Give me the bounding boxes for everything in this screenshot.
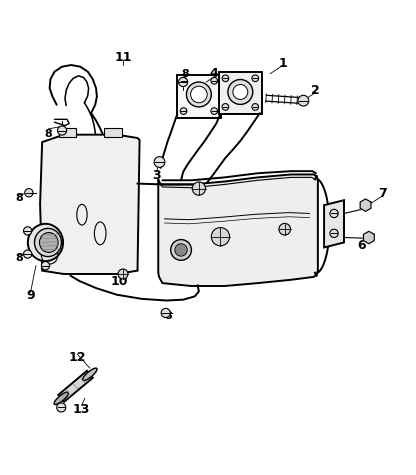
Text: 5: 5 [324, 208, 333, 221]
FancyBboxPatch shape [59, 128, 76, 137]
Polygon shape [58, 371, 93, 402]
Text: 8: 8 [15, 193, 23, 203]
Polygon shape [158, 174, 318, 286]
Text: 10: 10 [110, 275, 128, 287]
Circle shape [186, 82, 211, 107]
Circle shape [171, 239, 191, 260]
Polygon shape [360, 199, 371, 211]
FancyBboxPatch shape [219, 72, 262, 114]
Circle shape [23, 250, 32, 258]
Text: 8: 8 [165, 311, 173, 321]
Circle shape [180, 108, 187, 114]
Ellipse shape [54, 392, 69, 405]
Circle shape [279, 223, 290, 235]
Circle shape [57, 126, 67, 135]
Text: 2: 2 [312, 84, 320, 97]
Circle shape [23, 227, 32, 235]
Circle shape [252, 75, 259, 82]
Text: 8: 8 [45, 129, 52, 139]
Circle shape [192, 182, 206, 195]
Ellipse shape [28, 224, 63, 261]
Text: 4: 4 [210, 67, 218, 80]
Ellipse shape [83, 368, 97, 380]
Circle shape [330, 209, 338, 218]
Text: 9: 9 [26, 289, 35, 302]
Text: 11: 11 [114, 51, 132, 64]
Polygon shape [364, 231, 374, 244]
Text: 8: 8 [181, 69, 189, 79]
Text: 6: 6 [357, 239, 366, 252]
Circle shape [154, 157, 165, 167]
Circle shape [180, 77, 187, 84]
Circle shape [211, 228, 230, 246]
Circle shape [118, 269, 128, 279]
Circle shape [222, 75, 229, 82]
Circle shape [57, 403, 66, 412]
Ellipse shape [40, 233, 58, 252]
Circle shape [175, 244, 187, 256]
Circle shape [233, 85, 248, 99]
Text: 13: 13 [73, 403, 90, 416]
Circle shape [178, 77, 188, 86]
Circle shape [330, 229, 338, 238]
Circle shape [211, 108, 218, 114]
Circle shape [41, 262, 50, 270]
Ellipse shape [35, 228, 62, 256]
Circle shape [252, 104, 259, 110]
Circle shape [222, 104, 229, 110]
FancyBboxPatch shape [177, 75, 221, 118]
Polygon shape [324, 200, 344, 247]
Polygon shape [40, 135, 140, 274]
Text: 7: 7 [378, 188, 386, 200]
FancyBboxPatch shape [104, 128, 122, 137]
Circle shape [25, 189, 33, 197]
Circle shape [228, 79, 253, 104]
Text: 12: 12 [69, 351, 86, 364]
Circle shape [211, 77, 218, 84]
Text: 1: 1 [278, 57, 287, 70]
Text: 3: 3 [152, 169, 161, 182]
Circle shape [298, 95, 309, 106]
Circle shape [191, 86, 207, 103]
Text: 8: 8 [15, 253, 23, 263]
Circle shape [161, 308, 170, 317]
